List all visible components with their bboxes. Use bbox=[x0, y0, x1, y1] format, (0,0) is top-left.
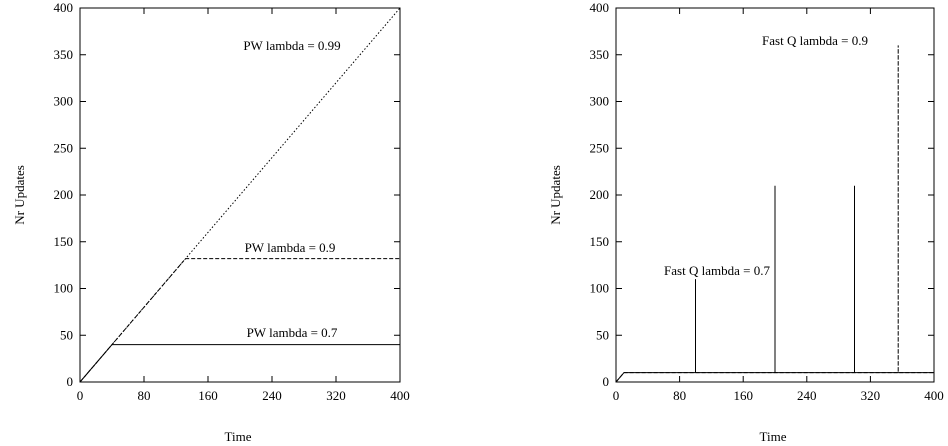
chart-2: 0 80 160 240 320 400 0 50 100 150 200 250 300 350 400 T… bbox=[548, 0, 944, 444]
y-tick-label: 100 bbox=[590, 281, 610, 296]
y-axis-label: Nr Updates bbox=[12, 165, 27, 225]
y-tick-label: 200 bbox=[54, 187, 74, 202]
y-tick-label: 0 bbox=[67, 374, 74, 389]
x-axis-label: Time bbox=[760, 429, 787, 444]
y-tick-label: 50 bbox=[596, 327, 609, 342]
x-tick-label: 320 bbox=[326, 388, 346, 403]
x-tick-label: 80 bbox=[138, 388, 151, 403]
series-line-3 bbox=[79, 344, 400, 383]
y-tick-label: 350 bbox=[54, 47, 74, 62]
x-tick-label: 240 bbox=[797, 388, 817, 403]
x-tick-label: 400 bbox=[390, 388, 410, 403]
series-annotation: Fast Q lambda = 0.7 bbox=[664, 263, 770, 278]
x-tick-label: 160 bbox=[198, 388, 218, 403]
series-line-1 bbox=[615, 185, 934, 383]
x-tick-label: 160 bbox=[733, 388, 753, 403]
series-annotation: PW lambda = 0.7 bbox=[247, 325, 338, 340]
series-annotation: PW lambda = 0.99 bbox=[243, 38, 340, 53]
x-tick-label: 0 bbox=[613, 388, 620, 403]
x-tick-label: 320 bbox=[861, 388, 881, 403]
y-tick-label: 350 bbox=[590, 47, 610, 62]
series-line-2 bbox=[79, 258, 400, 383]
y-tick-label: 300 bbox=[54, 94, 74, 109]
x-tick-label: 80 bbox=[673, 388, 686, 403]
series-annotation: Fast Q lambda = 0.9 bbox=[762, 33, 868, 48]
y-tick-label: 100 bbox=[54, 281, 74, 296]
x-tick-label: 240 bbox=[262, 388, 282, 403]
series-annotation: PW lambda = 0.9 bbox=[245, 240, 336, 255]
y-axis-label: Nr Updates bbox=[548, 165, 563, 225]
y-tick-label: 400 bbox=[590, 0, 610, 15]
x-axis-label: Time bbox=[225, 429, 252, 444]
y-tick-label: 300 bbox=[590, 94, 610, 109]
y-tick-label: 250 bbox=[590, 140, 610, 155]
y-tick-label: 400 bbox=[54, 0, 74, 15]
y-tick-label: 150 bbox=[54, 234, 74, 249]
y-tick-label: 200 bbox=[590, 187, 610, 202]
y-tick-label: 250 bbox=[54, 140, 74, 155]
series-line-1 bbox=[79, 7, 401, 383]
series-line-2 bbox=[615, 45, 934, 383]
x-tick-label: 0 bbox=[77, 388, 84, 403]
chart-1: 0 80 160 240 320 400 0 50 100 150 200 250 300 350 400 T… bbox=[12, 0, 410, 444]
x-tick-label: 400 bbox=[924, 388, 944, 403]
y-tick-label: 50 bbox=[60, 327, 73, 342]
y-tick-label: 150 bbox=[590, 234, 610, 249]
y-tick-label: 0 bbox=[603, 374, 610, 389]
